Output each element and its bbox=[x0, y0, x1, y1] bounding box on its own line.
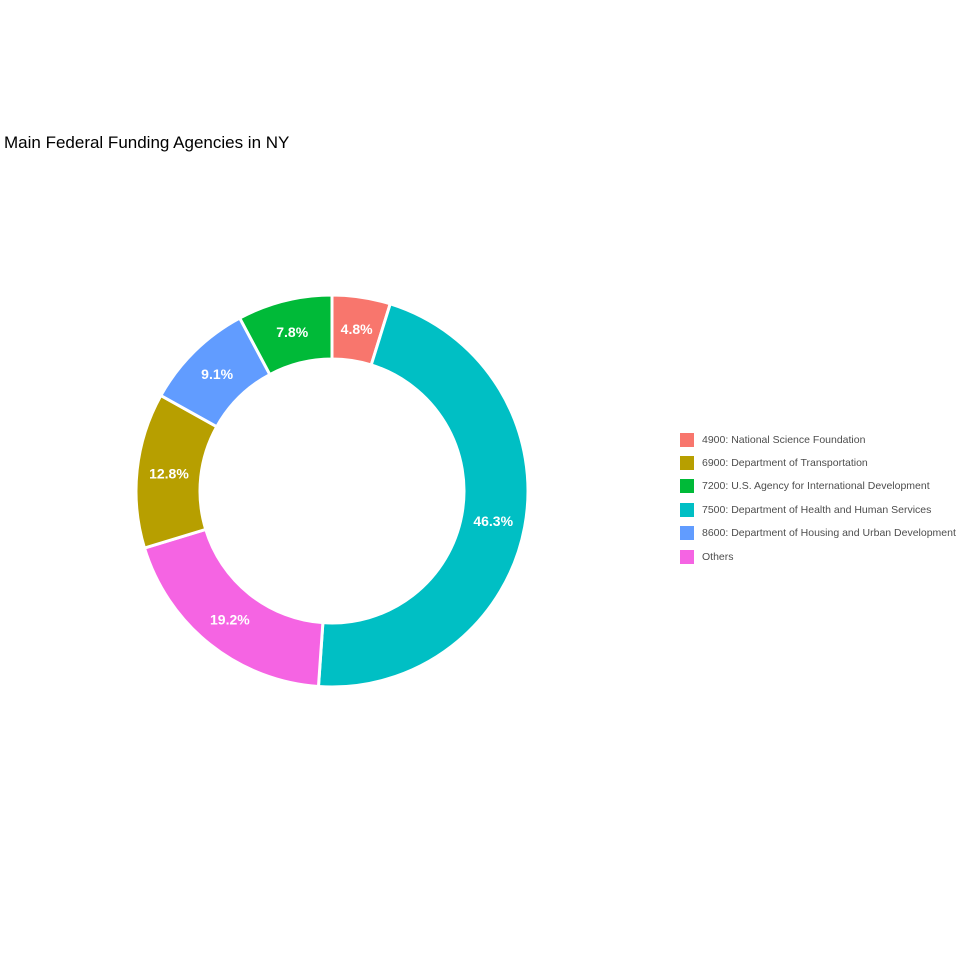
legend-key bbox=[680, 526, 694, 541]
slice-value-label: 12.8% bbox=[149, 466, 189, 482]
legend-label: 7500: Department of Health and Human Ser… bbox=[702, 503, 932, 516]
legend-key bbox=[680, 432, 694, 447]
slice-value-label: 46.3% bbox=[473, 513, 513, 529]
slices-layer bbox=[134, 293, 530, 689]
chart-title: Main Federal Funding Agencies in NY bbox=[4, 133, 290, 152]
legend: 4900: National Science Foundation 6900: D… bbox=[680, 428, 956, 568]
legend-label: 6900: Department of Transportation bbox=[702, 457, 868, 470]
slice-value-label: 9.1% bbox=[201, 366, 233, 382]
legend-label: 8600: Department of Housing and Urban De… bbox=[702, 527, 956, 540]
slice-value-label: 19.2% bbox=[210, 611, 250, 627]
legend-label: Others bbox=[702, 550, 734, 563]
legend-key bbox=[680, 456, 694, 471]
slice-value-label: 7.8% bbox=[276, 324, 308, 340]
legend-key bbox=[680, 479, 694, 494]
legend-item: 8600: Department of Housing and Urban De… bbox=[680, 522, 956, 545]
legend-item: 4900: National Science Foundation bbox=[680, 428, 956, 451]
legend-key bbox=[680, 549, 694, 564]
legend-label: 7200: U.S. Agency for International Deve… bbox=[702, 480, 930, 493]
slice-7200-u-s-agency-for-international-development bbox=[237, 293, 334, 377]
slice-others bbox=[142, 527, 325, 689]
legend-item: 7200: U.S. Agency for International Deve… bbox=[680, 475, 956, 498]
legend-item: Others bbox=[680, 545, 956, 568]
labels-layer: 4.8% 46.3% 19.2% 12.8% 9.1% 7.8% bbox=[149, 321, 514, 627]
legend-label: 4900: National Science Foundation bbox=[702, 433, 866, 446]
slice-7500-department-of-health-and-human-services bbox=[316, 301, 530, 689]
legend-item: 6900: Department of Transportation bbox=[680, 451, 956, 474]
legend-item: 7500: Department of Health and Human Ser… bbox=[680, 498, 956, 521]
legend-key bbox=[680, 502, 694, 517]
slice-value-label: 4.8% bbox=[341, 321, 373, 337]
